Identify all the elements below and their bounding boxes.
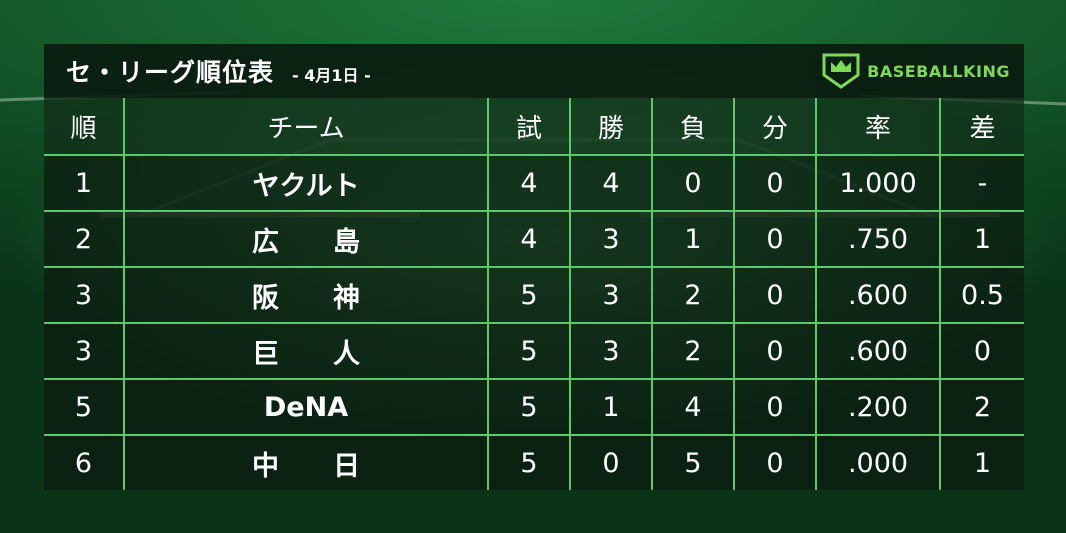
pct-cell: .600 bbox=[815, 323, 941, 380]
draws-cell: 0 bbox=[733, 211, 817, 268]
games-behind-cell: 0.5 bbox=[939, 267, 1024, 324]
table-row: 3 阪 神 5 3 2 0 .600 0.5 bbox=[44, 267, 1024, 324]
losses-cell: 4 bbox=[651, 379, 735, 436]
page-title: セ・リーグ順位表 bbox=[66, 58, 275, 87]
pct-cell: 1.000 bbox=[815, 155, 941, 212]
rank-cell: 1 bbox=[44, 155, 125, 212]
rank-cell: 3 bbox=[44, 323, 125, 380]
header-team: チーム bbox=[123, 98, 489, 156]
wins-cell: 3 bbox=[569, 323, 653, 380]
header-pct: 率 bbox=[815, 98, 941, 156]
games-cell: 5 bbox=[487, 379, 571, 436]
header-losses: 負 bbox=[651, 98, 735, 156]
table-row: 5 DeNA 5 1 4 0 .200 2 bbox=[44, 379, 1024, 436]
games-cell: 5 bbox=[487, 323, 571, 380]
header-draws: 分 bbox=[733, 98, 817, 156]
standings-table: 順 チーム 試 勝 負 分 率 差 1 ヤクルト 4 4 0 0 1.000 - bbox=[44, 98, 1024, 490]
draws-cell: 0 bbox=[733, 379, 817, 436]
rank-cell: 5 bbox=[44, 379, 125, 436]
team-cell: 阪 神 bbox=[123, 267, 489, 324]
losses-cell: 1 bbox=[651, 211, 735, 268]
header-rank: 順 bbox=[44, 98, 125, 156]
team-cell: 巨 人 bbox=[123, 323, 489, 380]
losses-cell: 2 bbox=[651, 323, 735, 380]
table-row: 1 ヤクルト 4 4 0 0 1.000 - bbox=[44, 155, 1024, 212]
logo-text: BASEBALLKING bbox=[867, 61, 1010, 81]
brand-logo: BASEBALLKING bbox=[821, 53, 1010, 89]
wins-cell: 0 bbox=[569, 435, 653, 490]
header-games-behind: 差 bbox=[939, 98, 1024, 156]
pct-cell: .200 bbox=[815, 379, 941, 436]
wins-cell: 4 bbox=[569, 155, 653, 212]
team-cell: 広 島 bbox=[123, 211, 489, 268]
games-cell: 4 bbox=[487, 211, 571, 268]
title-bar: セ・リーグ順位表 - 4月1日 - BASEBALLKING bbox=[44, 44, 1024, 98]
team-cell: 中 日 bbox=[123, 435, 489, 490]
rank-cell: 3 bbox=[44, 267, 125, 324]
table-header-row: 順 チーム 試 勝 負 分 率 差 bbox=[44, 98, 1024, 156]
table-row: 3 巨 人 5 3 2 0 .600 0 bbox=[44, 323, 1024, 380]
games-cell: 5 bbox=[487, 267, 571, 324]
games-behind-cell: 0 bbox=[939, 323, 1024, 380]
pct-cell: .750 bbox=[815, 211, 941, 268]
games-behind-cell: 1 bbox=[939, 435, 1024, 490]
wins-cell: 3 bbox=[569, 267, 653, 324]
standings-board: セ・リーグ順位表 - 4月1日 - BASEBALLKING 順 チーム 試 勝… bbox=[44, 44, 1024, 490]
draws-cell: 0 bbox=[733, 435, 817, 490]
rank-cell: 6 bbox=[44, 435, 125, 490]
losses-cell: 5 bbox=[651, 435, 735, 490]
table-row: 6 中 日 5 0 5 0 .000 1 bbox=[44, 435, 1024, 490]
pct-cell: .000 bbox=[815, 435, 941, 490]
draws-cell: 0 bbox=[733, 267, 817, 324]
table-row: 2 広 島 4 3 1 0 .750 1 bbox=[44, 211, 1024, 268]
losses-cell: 0 bbox=[651, 155, 735, 212]
draws-cell: 0 bbox=[733, 155, 817, 212]
crown-shield-icon bbox=[822, 53, 860, 89]
draws-cell: 0 bbox=[733, 323, 817, 380]
header-wins: 勝 bbox=[569, 98, 653, 156]
games-cell: 4 bbox=[487, 155, 571, 212]
team-cell: DeNA bbox=[123, 379, 489, 436]
losses-cell: 2 bbox=[651, 267, 735, 324]
games-behind-cell: - bbox=[939, 155, 1024, 212]
games-behind-cell: 2 bbox=[939, 379, 1024, 436]
games-cell: 5 bbox=[487, 435, 571, 490]
header-games: 試 bbox=[487, 98, 571, 156]
pct-cell: .600 bbox=[815, 267, 941, 324]
wins-cell: 3 bbox=[569, 211, 653, 268]
games-behind-cell: 1 bbox=[939, 211, 1024, 268]
wins-cell: 1 bbox=[569, 379, 653, 436]
date-label: - 4月1日 - bbox=[292, 66, 371, 85]
rank-cell: 2 bbox=[44, 211, 125, 268]
team-cell: ヤクルト bbox=[123, 155, 489, 212]
